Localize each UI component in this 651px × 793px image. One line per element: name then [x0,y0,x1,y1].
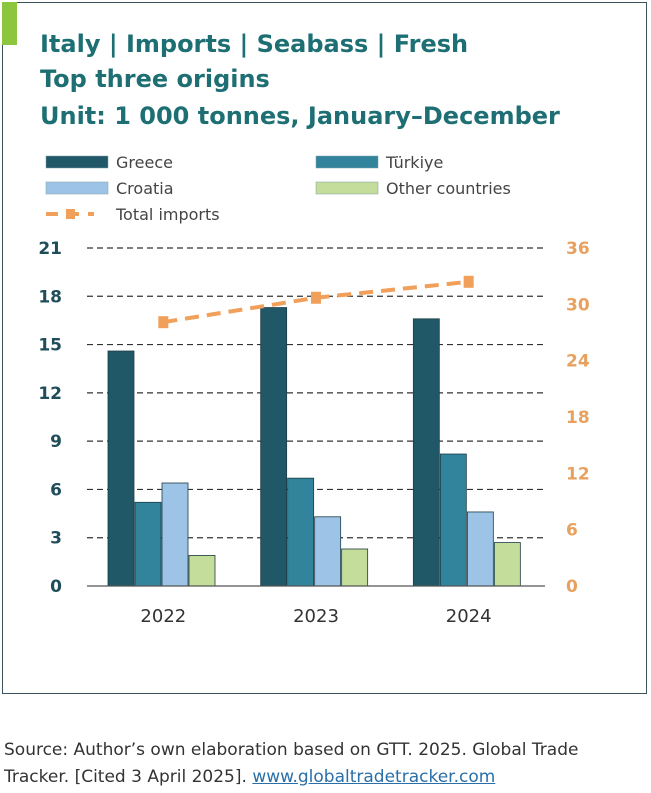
bar-türkiye-2024 [439,453,467,587]
x-tick-label: 2023 [293,606,339,627]
legend-label-1: Türkiye [385,153,443,172]
source-note: Source: Author’s own elaboration based o… [4,737,644,791]
legend-label-total: Total imports [115,205,220,224]
legend-swatch-2 [45,181,109,195]
y-left-tick-label: 0 [50,577,62,597]
y-right-tick-label: 6 [566,521,578,541]
legend-label-2: Croatia [116,179,174,198]
bar-croatia-2024 [466,511,494,587]
legend-swatch-3 [315,181,379,195]
y-right-tick-label: 30 [566,295,590,315]
y-left-tick-label: 12 [38,384,62,404]
bar-türkiye-2023 [287,477,315,587]
legend: Greece Türkiye Croatia Other countries Total… [45,153,511,224]
bar-greece-2024 [412,318,440,587]
source-text: Source: Author’s own elaboration based o… [4,740,579,787]
chart: Greece Türkiye Croatia Other countries Total… [38,153,590,627]
legend-swatch-1 [315,155,379,169]
bar-other-countries-2022 [188,555,216,587]
y-left-tick-label: 15 [38,336,62,356]
y-left-tick-label: 21 [38,239,62,259]
gridlines [87,247,545,539]
bars [107,307,521,587]
y-left-tick-label: 3 [50,529,62,549]
chart-unit: Unit: 1 000 tonnes, January–December [40,102,560,130]
legend-label-3: Other countries [386,179,511,198]
x-tick-label: 2024 [446,606,492,627]
chart-subtitle: Top three origins [40,65,270,93]
bar-greece-2023 [260,307,288,587]
bar-türkiye-2022 [134,501,162,587]
bar-other-countries-2024 [493,542,521,587]
y-left-tick-label: 9 [50,432,62,452]
y-right-tick-label: 12 [566,464,590,484]
y-left-tick-label: 18 [38,287,62,307]
y-right-tick-label: 36 [566,239,590,259]
bar-greece-2022 [107,350,135,587]
bar-croatia-2022 [161,482,189,587]
y-right-tick-label: 0 [566,577,578,597]
y-right-tick-label: 18 [566,408,590,428]
total-imports-point-2024 [463,275,474,288]
x-tick-label: 2022 [140,606,186,627]
y-left-tick-label: 6 [50,480,62,500]
bar-croatia-2023 [314,516,342,587]
legend-label-0: Greece [116,153,173,172]
source-link[interactable]: www.globaltradetracker.com [252,767,496,787]
legend-swatch-0 [45,155,109,169]
total-imports-point-2022 [158,316,169,329]
chart-title: Italy | Imports | Seabass | Fresh [40,30,469,58]
total-line [158,275,474,329]
total-imports-point-2023 [311,291,321,304]
legend-marker-total [66,209,75,219]
bar-other-countries-2023 [341,548,369,587]
y-right-tick-label: 24 [566,352,590,372]
accent-bar [2,2,17,45]
